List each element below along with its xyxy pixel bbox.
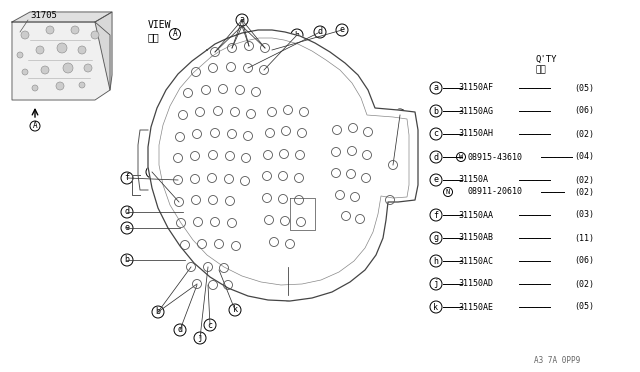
- Text: j: j: [433, 279, 438, 289]
- Text: (05): (05): [574, 302, 594, 311]
- Circle shape: [63, 63, 73, 73]
- Circle shape: [57, 43, 67, 53]
- Text: c: c: [433, 129, 438, 138]
- Text: e: e: [125, 224, 129, 232]
- Polygon shape: [148, 30, 418, 301]
- Text: h: h: [294, 31, 300, 39]
- Text: g: g: [285, 291, 291, 299]
- Circle shape: [32, 85, 38, 91]
- Text: h: h: [397, 110, 403, 119]
- Text: 31150AE: 31150AE: [458, 302, 493, 311]
- Text: h: h: [150, 167, 154, 176]
- Text: 31150A: 31150A: [458, 176, 488, 185]
- Text: 数量: 数量: [535, 65, 546, 74]
- Text: f: f: [125, 173, 129, 183]
- Text: (05): (05): [574, 83, 594, 93]
- Text: d: d: [433, 153, 438, 161]
- Text: 31150AA: 31150AA: [458, 211, 493, 219]
- Text: VIEW: VIEW: [148, 20, 172, 30]
- Text: c: c: [207, 321, 212, 330]
- Text: 31150AC: 31150AC: [458, 257, 493, 266]
- Text: (02): (02): [574, 129, 594, 138]
- Polygon shape: [95, 12, 112, 90]
- Circle shape: [71, 26, 79, 34]
- Text: 08911-20610: 08911-20610: [468, 187, 523, 196]
- Text: W: W: [459, 154, 463, 160]
- Text: h: h: [433, 257, 438, 266]
- Text: A: A: [33, 122, 37, 131]
- Circle shape: [46, 26, 54, 34]
- Text: 31150AD: 31150AD: [458, 279, 493, 289]
- Text: e: e: [339, 26, 344, 35]
- Text: b: b: [156, 308, 161, 317]
- Circle shape: [91, 31, 99, 39]
- Circle shape: [21, 31, 29, 39]
- Text: 31150AB: 31150AB: [458, 234, 493, 243]
- Text: k: k: [232, 305, 237, 314]
- Circle shape: [84, 64, 92, 72]
- Circle shape: [78, 46, 86, 54]
- Text: (06): (06): [574, 257, 594, 266]
- Text: 31150AF: 31150AF: [458, 83, 493, 93]
- Text: 31150AH: 31150AH: [458, 129, 493, 138]
- Circle shape: [36, 46, 44, 54]
- Text: A: A: [173, 29, 177, 38]
- Circle shape: [79, 82, 85, 88]
- Circle shape: [56, 82, 64, 90]
- Text: k: k: [433, 302, 438, 311]
- Polygon shape: [12, 12, 112, 22]
- Text: a: a: [239, 16, 244, 25]
- Text: (04): (04): [574, 153, 594, 161]
- Text: f: f: [433, 211, 438, 219]
- Text: d: d: [177, 326, 182, 334]
- Text: e: e: [433, 176, 438, 185]
- Text: (02): (02): [574, 187, 594, 196]
- Text: j: j: [198, 334, 202, 343]
- Circle shape: [41, 66, 49, 74]
- Text: 31150AG: 31150AG: [458, 106, 493, 115]
- Text: (03): (03): [574, 211, 594, 219]
- Text: 矢視: 矢視: [148, 32, 160, 42]
- Text: a: a: [433, 83, 438, 93]
- Circle shape: [22, 69, 28, 75]
- Text: (02): (02): [574, 176, 594, 185]
- Text: b: b: [433, 106, 438, 115]
- Text: Q'TY: Q'TY: [535, 55, 557, 64]
- Text: 08915-43610: 08915-43610: [468, 153, 523, 161]
- Text: g: g: [433, 234, 438, 243]
- Text: d: d: [125, 208, 129, 217]
- Text: N: N: [446, 189, 450, 195]
- Text: (06): (06): [574, 106, 594, 115]
- Polygon shape: [12, 22, 110, 100]
- Text: 31705: 31705: [30, 11, 57, 20]
- Text: b: b: [125, 256, 129, 264]
- Text: d: d: [317, 28, 323, 36]
- Text: (02): (02): [574, 279, 594, 289]
- Circle shape: [17, 52, 23, 58]
- Text: (11): (11): [574, 234, 594, 243]
- Text: A3 7A 0PP9: A3 7A 0PP9: [534, 356, 580, 365]
